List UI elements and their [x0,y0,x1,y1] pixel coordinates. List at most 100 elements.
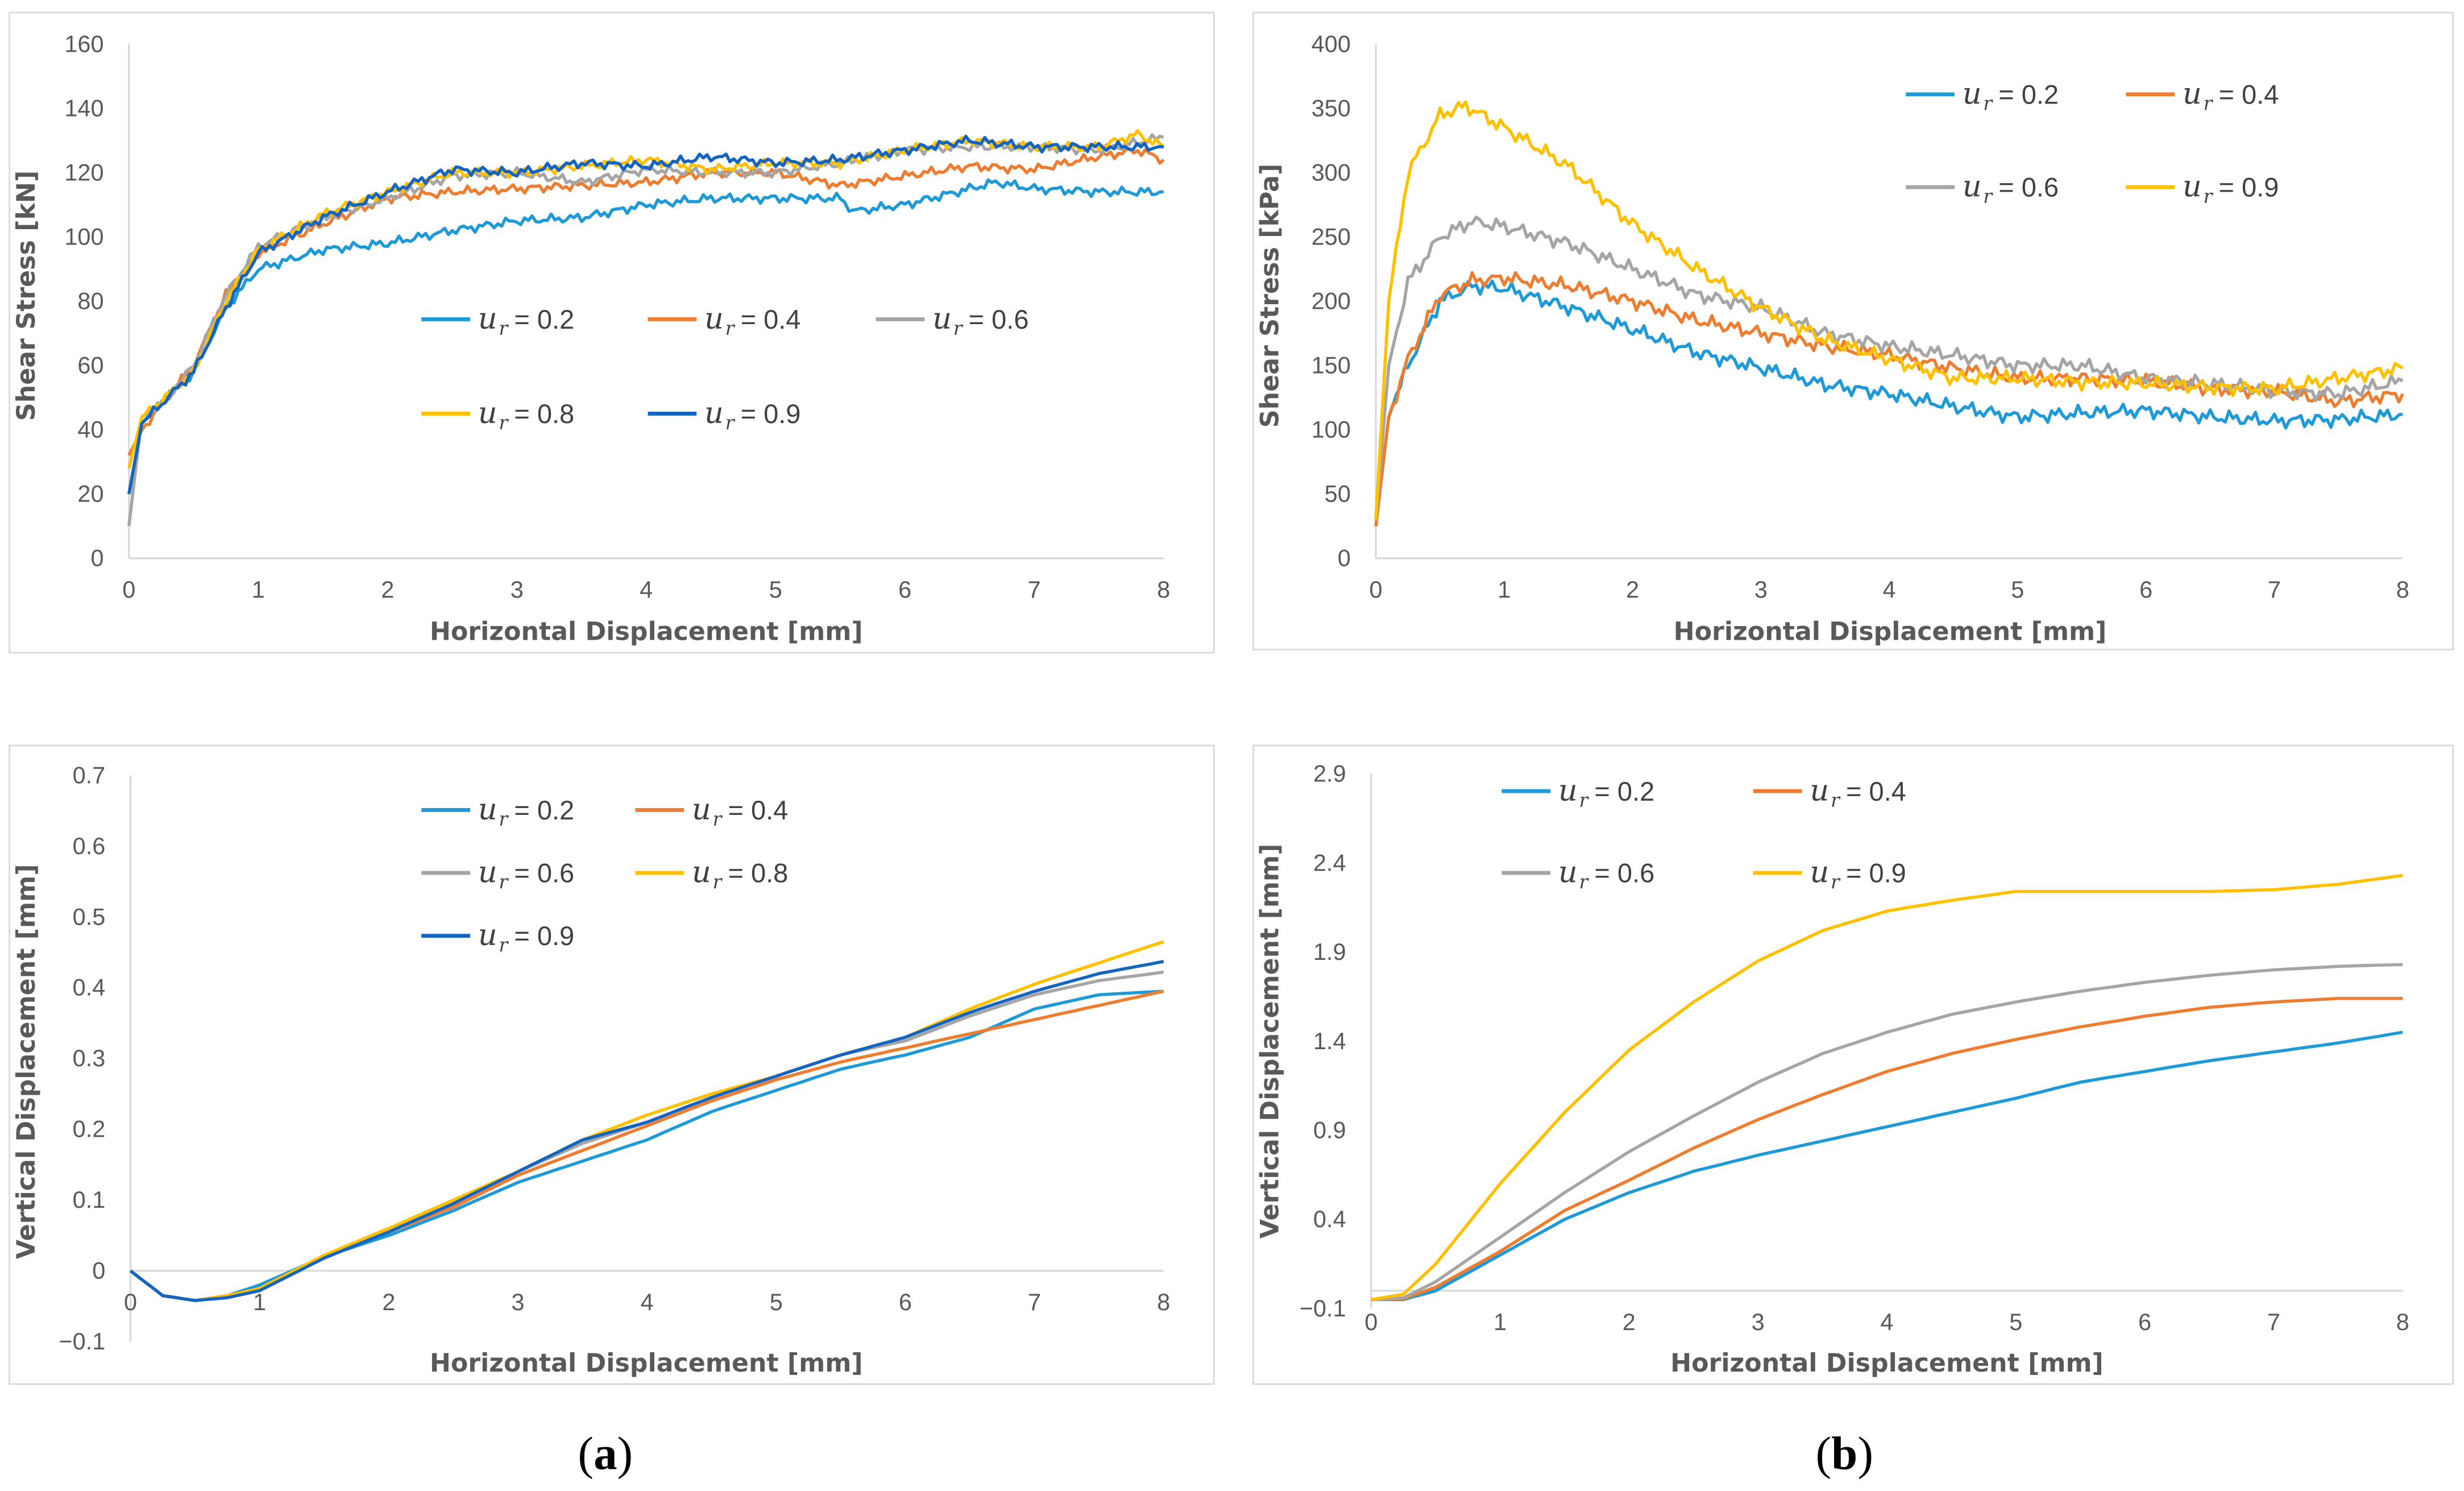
y-tick-label: 1.9 [1313,938,1346,965]
x-tick-label: 0 [124,1289,137,1315]
legend-text: u r = 0.6 [932,301,1028,339]
legend-subscript: r [2204,185,2214,208]
legend-label: = 0.2 [514,304,574,334]
legend-label: = 0.9 [514,921,574,951]
legend-label: = 0.6 [1594,858,1654,888]
x-tick-label: 6 [899,1289,912,1315]
legend-variable: u [2183,169,2202,204]
y-tick-label: 400 [1312,30,1351,57]
legend-text: u r = 0.4 [692,792,788,830]
legend-label: = 0.9 [2218,172,2279,202]
chart-frame [9,11,1215,654]
legend-label: = 0.6 [1998,172,2059,202]
x-tick-label: 5 [2011,576,2024,603]
legend-variable: u [1810,773,1829,808]
legend-variable: u [704,396,724,430]
legend-variable: u [478,301,497,336]
legend-variable: u [1963,169,1982,204]
x-tick-label: 3 [511,1289,524,1315]
legend-variable: u [1558,855,1578,890]
legend-label: = 0.2 [1594,776,1654,806]
y-axis-title: Shear Stress [kPa] [1256,164,1285,428]
x-tick-label: 7 [2267,1308,2280,1335]
x-tick-label: 1 [1498,576,1511,603]
legend-item: u r = 0.4 [635,792,788,830]
x-tick-label: 0 [1364,1308,1378,1335]
series-line-02 [1371,1030,2403,1302]
legend-text: u r = 0.9 [704,396,800,434]
x-tick-label: 6 [898,576,911,603]
x-tick-label: 5 [770,1289,783,1315]
y-tick-label: 200 [1312,287,1351,314]
legend-label: = 0.4 [1846,776,1906,806]
y-tick-label: 1.4 [1313,1028,1346,1054]
legend-item: u r = 0.6 [1906,169,2059,208]
legend-variable: u [478,855,497,890]
legend-variable: u [692,792,711,827]
chart-3: 0 1 2 3 4 5 6 7 8 −0.1 0 0.1 0.2 0.3 0.4 0.5 0.6 0.7 Horiz… [9,744,1215,1385]
legend-item: u r = 0.9 [1753,855,1906,893]
legend-item: u r = 0.6 [876,301,1028,339]
series-line-08 [129,940,1164,1302]
x-axis-title: Horizontal Displacement [mm] [1670,1349,2104,1378]
x-tick-label: 6 [2139,576,2152,603]
x-tick-label: 3 [511,576,524,603]
y-tick-label: 80 [77,287,103,314]
legend-subscript: r [713,871,723,893]
series-line-02 [1374,279,2403,527]
legend-item: u r = 0.6 [421,855,574,893]
x-tick-label: 7 [1028,1289,1041,1315]
y-tick-label: 0.4 [73,974,106,1001]
legend-text: u r = 0.9 [1810,855,1906,893]
legend-text: u r = 0.2 [1558,773,1654,811]
legend-subscript: r [499,808,509,830]
legend-label: = 0.2 [514,795,574,825]
legend-subscript: r [499,412,509,434]
y-tick-label: 40 [77,416,103,443]
x-tick-label: 5 [2009,1308,2022,1335]
legend-subscript: r [1983,93,1993,115]
legend-variable: u [704,301,724,336]
legend-text: u r = 0.4 [2183,77,2279,115]
x-tick-label: 2 [1623,1308,1636,1335]
series-line-09 [1371,873,2403,1302]
y-tick-label: 0.1 [73,1186,106,1213]
legend-item: u r = 0.4 [1753,773,1906,811]
y-tick-label: 20 [77,481,103,507]
legend-subscript: r [713,808,723,830]
x-tick-label: 1 [1494,1308,1507,1335]
x-tick-label: 4 [640,576,653,603]
legend-variable: u [2183,77,2202,111]
legend-label: = 0.2 [1998,80,2059,110]
y-tick-label: 250 [1312,223,1351,250]
series-line-09 [127,134,1164,495]
y-tick-label: 350 [1312,94,1351,121]
y-tick-label: 2.4 [1313,849,1346,876]
legend-text: u r = 0.4 [1810,773,1906,811]
y-tick-label: 0.9 [1313,1117,1346,1144]
x-tick-label: 0 [1370,576,1383,603]
chart-frame [1252,11,2454,651]
x-tick-label: 2 [382,1289,395,1315]
legend-label: = 0.8 [728,858,788,888]
legend-item: u r = 0.8 [421,396,574,434]
y-tick-label: 0.4 [1313,1206,1346,1232]
chart-4: 0 1 2 3 4 5 6 7 8 −0.1 0.4 0.9 1.4 1.9 2.4 2.9 Horizonta… [1252,744,2454,1385]
y-tick-label: 300 [1312,159,1351,185]
y-tick-label: 0 [90,545,103,571]
legend-variable: u [1810,855,1829,890]
chart-1: 0 1 2 3 4 5 6 7 8020406080100120140160Horizontal… [9,11,1215,654]
x-tick-label: 4 [1883,576,1896,603]
legend-subscript: r [499,871,509,893]
y-tick-label: −0.1 [59,1328,105,1355]
legend-label: = 0.6 [514,858,574,888]
y-tick-label: 0.3 [73,1045,106,1071]
y-tick-label: 2.9 [1313,760,1346,787]
x-axis-title: Horizontal Displacement [mm] [1674,618,2107,647]
legend-subscript: r [725,317,736,339]
legend-text: u r = 0.6 [1558,855,1654,893]
legend-text: u r = 0.4 [704,301,800,339]
x-tick-label: 8 [1157,1289,1170,1315]
legend-subscript: r [1579,871,1590,893]
